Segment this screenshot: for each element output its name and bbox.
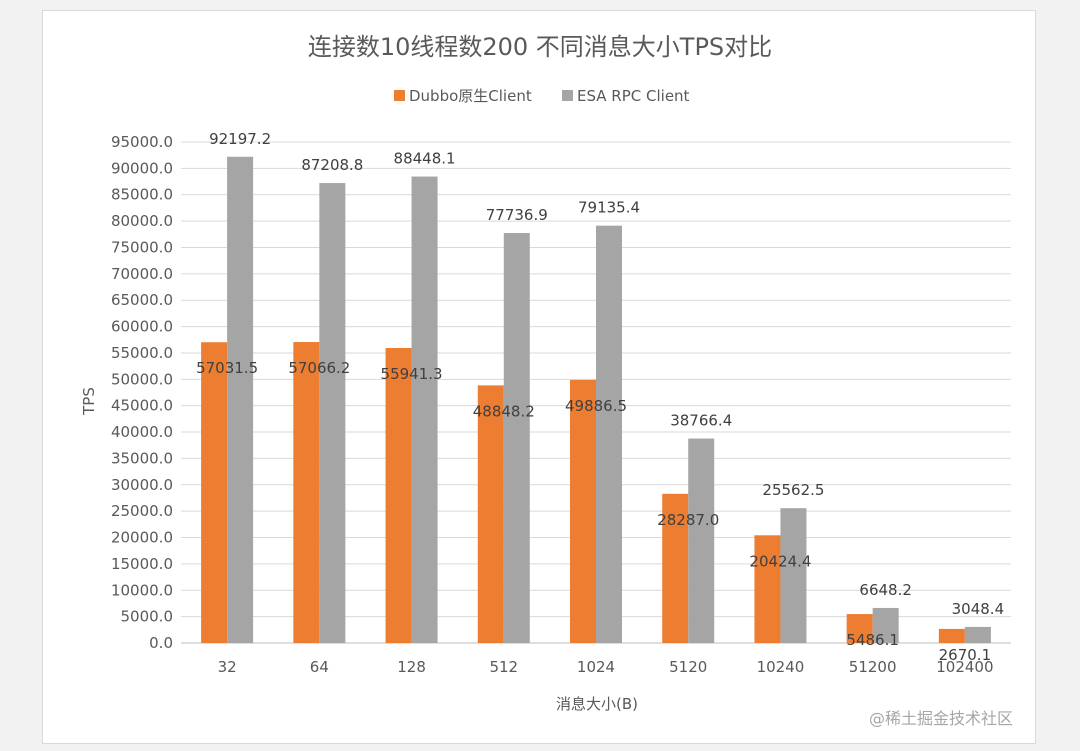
y-tick-label: 55000.0 (111, 344, 173, 362)
legend-label-dubbo: Dubbo原生Client (409, 87, 532, 105)
data-label-dubbo: 2670.1 (939, 646, 992, 664)
x-tick-label: 10240 (757, 658, 805, 676)
y-tick-label: 75000.0 (111, 238, 173, 256)
data-label-esa: 77736.9 (486, 206, 548, 224)
bar-esa (688, 438, 715, 643)
y-tick-label: 95000.0 (111, 133, 173, 151)
bar-dubbo (754, 535, 781, 643)
bar-dubbo (477, 385, 504, 643)
bar-dubbo (938, 628, 965, 643)
y-tick-label: 15000.0 (111, 555, 173, 573)
legend-swatch-dubbo (394, 90, 405, 101)
chart-svg: 连接数10线程数200 不同消息大小TPS对比 Dubbo原生Client ES… (80, 33, 1011, 713)
y-tick-label: 45000.0 (111, 397, 173, 415)
bar-esa (964, 626, 991, 643)
x-tick-label: 51200 (849, 658, 897, 676)
bar-dubbo (662, 493, 689, 643)
data-label-esa: 87208.8 (301, 156, 363, 174)
x-tick-label: 512 (489, 658, 518, 676)
data-label-esa: 88448.1 (394, 150, 456, 168)
bar-dubbo (385, 347, 412, 643)
data-label-esa: 6648.2 (859, 581, 912, 599)
y-tick-label: 20000.0 (111, 529, 173, 547)
data-label-esa: 38766.4 (670, 412, 732, 430)
x-tick-label: 102400 (936, 658, 993, 676)
data-label-dubbo: 20424.4 (749, 552, 811, 570)
y-tick-label: 30000.0 (111, 476, 173, 494)
chart-title: 连接数10线程数200 不同消息大小TPS对比 (308, 33, 772, 61)
bar-dubbo (201, 342, 228, 643)
data-label-esa: 92197.2 (209, 130, 271, 148)
y-tick-label: 85000.0 (111, 186, 173, 204)
bar-esa (411, 176, 438, 643)
y-tick-label: 0.0 (149, 634, 173, 652)
y-tick-label: 40000.0 (111, 423, 173, 441)
legend-label-esa: ESA RPC Client (577, 87, 690, 105)
data-label-esa: 25562.5 (762, 481, 824, 499)
bar-dubbo (570, 379, 596, 643)
data-label-dubbo: 57031.5 (196, 359, 258, 377)
bar-esa (503, 233, 530, 643)
data-label-dubbo: 48848.2 (473, 402, 535, 420)
y-tick-label: 70000.0 (111, 265, 173, 283)
y-tick-label: 35000.0 (111, 449, 173, 467)
y-tick-label: 65000.0 (111, 291, 173, 309)
bar-dubbo (846, 614, 873, 643)
bars (201, 156, 991, 644)
x-tick-label: 64 (310, 658, 329, 676)
bar-esa (780, 508, 807, 643)
x-axis-ticks: 32 64 128 512 1024 5120 10240 51200 102400 (218, 658, 994, 676)
data-label-esa: 79135.4 (578, 199, 640, 217)
data-label-dubbo: 28287.0 (657, 511, 719, 529)
data-label-dubbo: 49886.5 (565, 397, 627, 415)
data-labels: 57031.5 92197.2 57066.2 87208.8 55941.3 88448… (196, 130, 1004, 664)
x-tick-label: 1024 (577, 658, 615, 676)
x-tick-label: 32 (218, 658, 237, 676)
y-tick-label: 60000.0 (111, 318, 173, 336)
x-tick-label: 5120 (669, 658, 707, 676)
y-tick-label: 25000.0 (111, 502, 173, 520)
x-axis-title: 消息大小(B) (556, 695, 638, 713)
y-axis-title: TPS (80, 387, 98, 416)
y-tick-label: 5000.0 (121, 608, 174, 626)
legend: Dubbo原生Client ESA RPC Client (394, 87, 690, 105)
watermark: @稀土掘金技术社区 (868, 709, 1013, 728)
data-label-dubbo: 5486.1 (846, 631, 899, 649)
data-label-esa: 3048.4 (952, 600, 1005, 618)
x-tick-label: 128 (397, 658, 426, 676)
y-tick-label: 50000.0 (111, 370, 173, 388)
y-tick-label: 90000.0 (111, 159, 173, 177)
y-tick-label: 80000.0 (111, 212, 173, 230)
y-axis-ticks: 0.0 5000.0 10000.0 15000.0 20000.0 25000.0 300… (111, 133, 173, 652)
bar-dubbo (293, 342, 320, 643)
legend-swatch-esa (562, 90, 573, 101)
data-label-dubbo: 57066.2 (288, 359, 350, 377)
data-label-dubbo: 55941.3 (381, 365, 443, 383)
bar-esa (872, 607, 899, 643)
bar-esa (227, 156, 254, 644)
chart-frame: 连接数10线程数200 不同消息大小TPS对比 Dubbo原生Client ES… (42, 10, 1036, 744)
y-tick-label: 10000.0 (111, 581, 173, 599)
bar-esa (319, 183, 346, 644)
bar-esa (596, 225, 622, 643)
